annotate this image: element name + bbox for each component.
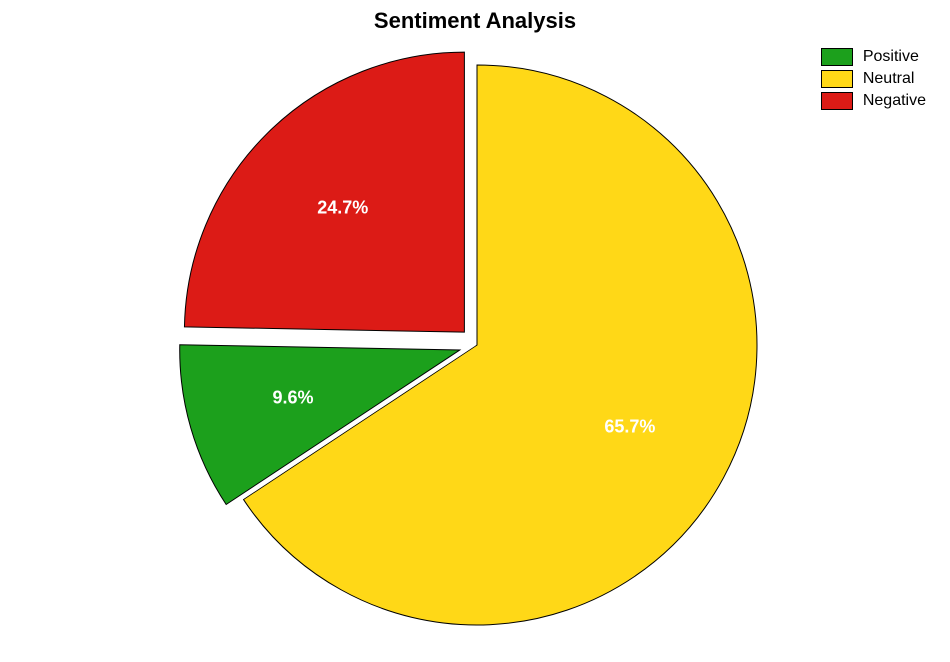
legend-item-neutral: Neutral [821,70,926,88]
legend-label: Neutral [863,70,915,88]
pie-slice-negative [184,52,464,332]
slice-label-negative: 24.7% [317,198,368,219]
slice-label-neutral: 65.7% [604,417,655,438]
slice-label-positive: 9.6% [272,388,313,409]
legend-item-negative: Negative [821,92,926,110]
legend-swatch-negative [821,92,853,110]
legend-swatch-positive [821,48,853,66]
legend-label: Negative [863,92,926,110]
legend-label: Positive [863,48,919,66]
chart-container: Sentiment Analysis PositiveNeutralNegati… [0,0,950,662]
pie-chart-svg [0,0,950,662]
legend-swatch-neutral [821,70,853,88]
legend: Positive Neutral Negative [821,48,926,114]
legend-item-positive: Positive [821,48,926,66]
